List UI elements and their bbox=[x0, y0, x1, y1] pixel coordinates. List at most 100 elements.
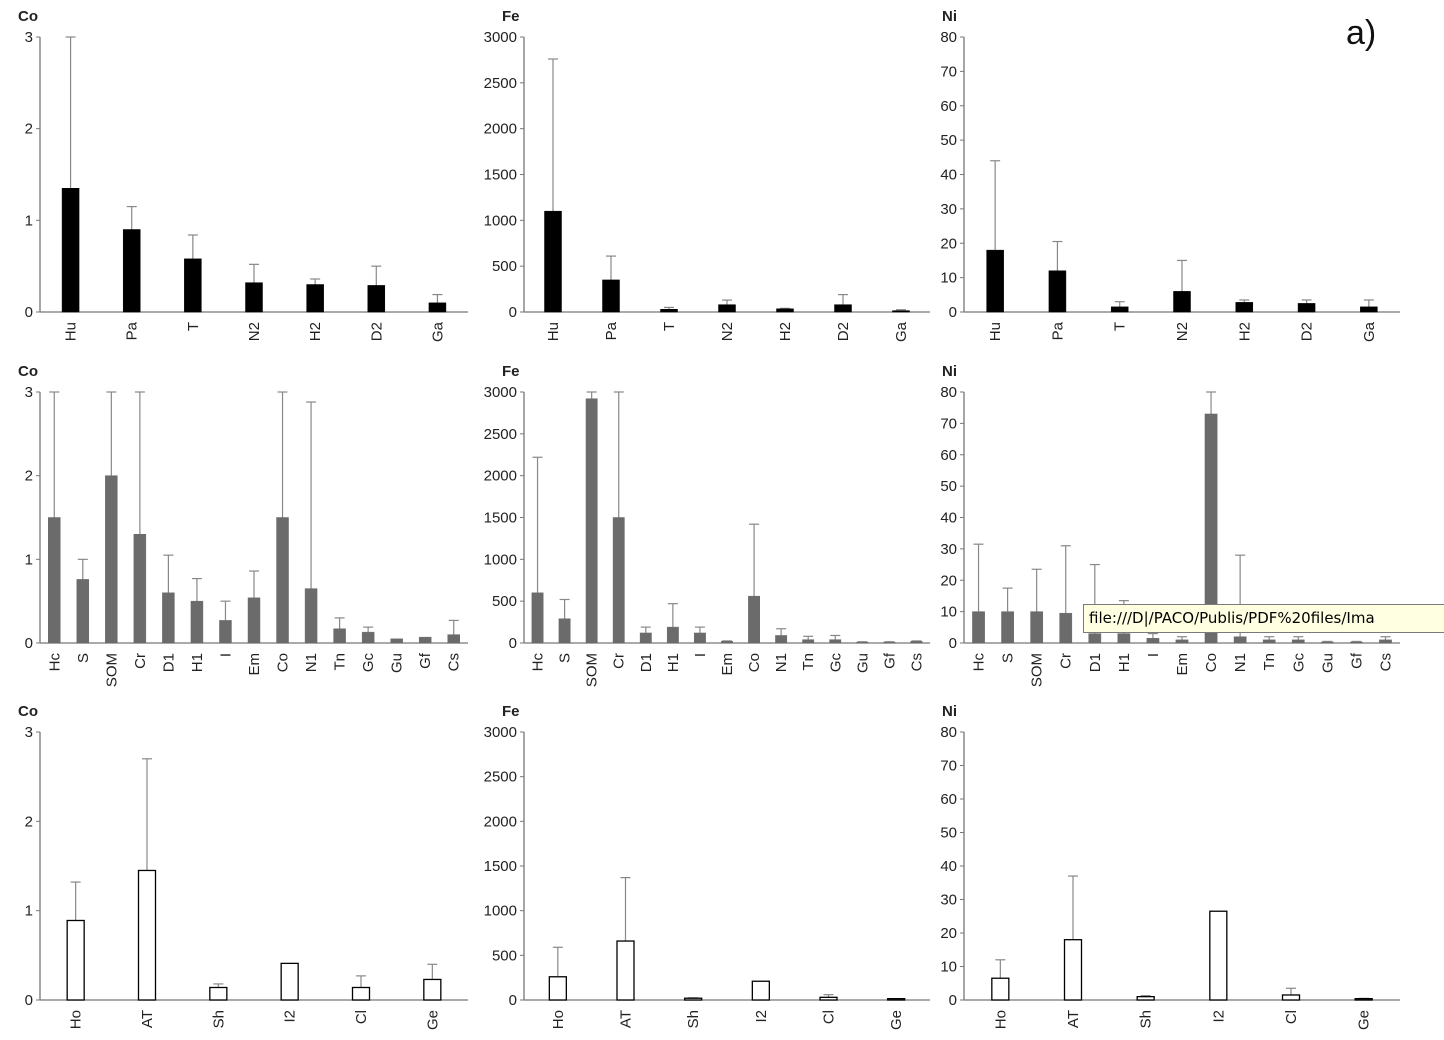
x-tick-label: N1 bbox=[303, 653, 320, 672]
panel-title: Ni bbox=[942, 703, 957, 720]
bar-gc bbox=[829, 639, 842, 644]
x-tick-label: Gf bbox=[417, 652, 434, 669]
chart-fe-row3: Fe 0 500 1000 1500 2000 2500 3000 Ho AT Sh I2 Cl Ge bbox=[484, 703, 930, 1030]
y-tick-label: 60 bbox=[940, 98, 957, 115]
y-tick-label: 3 bbox=[25, 384, 33, 401]
bar-gu bbox=[1320, 641, 1334, 644]
y-tick-label: 500 bbox=[492, 258, 517, 275]
bar-s bbox=[558, 618, 571, 644]
bar-s bbox=[1001, 611, 1014, 644]
x-tick-label: Tn bbox=[332, 653, 349, 671]
bar-s bbox=[76, 579, 90, 644]
y-tick-label: 1 bbox=[25, 212, 33, 229]
y-tick-label: 1500 bbox=[484, 510, 517, 527]
chart-fe-row2: Fe 0 500 1000 1500 2000 2500 3000 Hc S SOM Cr D1 H1 I E… bbox=[484, 363, 930, 687]
bar-sh bbox=[684, 997, 703, 1001]
y-tick-label: 0 bbox=[509, 304, 517, 321]
bar-ga bbox=[892, 310, 910, 313]
y-tick-label: 0 bbox=[509, 992, 517, 1009]
y-tick-label: 2500 bbox=[484, 75, 517, 92]
x-tick-label: Pa bbox=[124, 321, 141, 340]
bar-ho bbox=[548, 976, 567, 1001]
x-tick-label: SOM bbox=[103, 653, 120, 687]
x-tick-label: N2 bbox=[1174, 322, 1191, 341]
bar-gf bbox=[1350, 641, 1363, 644]
bar-i bbox=[219, 620, 232, 644]
x-tick-label: Em bbox=[246, 653, 263, 676]
x-tick-label: Ho bbox=[550, 1010, 567, 1029]
bar-n2 bbox=[718, 304, 736, 313]
bar-h2 bbox=[306, 284, 324, 313]
bar-co bbox=[1204, 413, 1218, 644]
x-tick-label: D2 bbox=[835, 322, 852, 341]
bar-ge bbox=[887, 998, 906, 1001]
y-tick-label: 2000 bbox=[484, 121, 517, 138]
x-tick-label: S bbox=[1000, 653, 1017, 663]
bar-cr bbox=[612, 517, 625, 644]
bar-h1 bbox=[190, 600, 204, 644]
bar-h1 bbox=[666, 626, 679, 644]
x-tick-label: Co bbox=[275, 653, 292, 672]
bar-h2 bbox=[776, 308, 794, 313]
y-tick-label: 40 bbox=[940, 510, 957, 527]
y-tick-label: 0 bbox=[25, 635, 33, 652]
y-tick-label: 80 bbox=[940, 29, 957, 46]
x-tick-label: Sh bbox=[1138, 1010, 1155, 1028]
y-tick-label: 80 bbox=[940, 724, 957, 741]
y-tick-label: 30 bbox=[940, 541, 957, 558]
y-tick-label: 1000 bbox=[484, 212, 517, 229]
x-tick-label: Ho bbox=[68, 1010, 85, 1029]
bar-ge bbox=[423, 978, 442, 1001]
bar-hu bbox=[986, 249, 1004, 313]
x-tick-label: Ge bbox=[888, 1010, 905, 1030]
x-tick-label: Em bbox=[719, 653, 736, 676]
bar-cl bbox=[1281, 994, 1301, 1001]
y-tick-label: 20 bbox=[940, 235, 957, 252]
bar-t bbox=[1110, 306, 1129, 313]
bar-som bbox=[585, 398, 598, 644]
bar-em bbox=[1175, 639, 1189, 644]
x-tick-label: H2 bbox=[777, 322, 794, 341]
y-tick-label: 3 bbox=[25, 29, 33, 46]
x-tick-label: Sh bbox=[210, 1010, 227, 1028]
y-tick-label: 60 bbox=[940, 791, 957, 808]
x-tick-label: S bbox=[557, 653, 574, 663]
x-tick-label: Ho bbox=[992, 1010, 1009, 1029]
y-tick-label: 70 bbox=[940, 758, 957, 775]
x-tick-label: N1 bbox=[1232, 653, 1249, 672]
x-tick-label: N2 bbox=[719, 322, 736, 341]
x-tick-label: D1 bbox=[1087, 653, 1104, 672]
bar-gu bbox=[856, 641, 869, 644]
y-tick-label: 40 bbox=[940, 167, 957, 184]
bar-pa bbox=[602, 279, 620, 313]
bar-pa bbox=[1048, 270, 1067, 313]
x-tick-label: Cs bbox=[1377, 653, 1394, 671]
x-tick-label: I2 bbox=[1210, 1010, 1227, 1023]
y-tick-label: 70 bbox=[940, 415, 957, 432]
y-tick-label: 2 bbox=[25, 468, 33, 485]
bar-em bbox=[721, 641, 733, 644]
bar-sh bbox=[1136, 996, 1155, 1001]
y-tick-label: 0 bbox=[949, 635, 957, 652]
y-tick-label: 10 bbox=[940, 270, 957, 287]
bar-h2 bbox=[1235, 302, 1254, 313]
bar-at bbox=[137, 869, 157, 1001]
y-tick-label: 2 bbox=[25, 813, 33, 830]
y-tick-label: 40 bbox=[940, 858, 957, 875]
x-tick-label: Cr bbox=[1058, 653, 1075, 669]
x-tick-label: Ga bbox=[1361, 321, 1378, 342]
x-tick-label: Gc bbox=[827, 653, 844, 673]
x-tick-label: Pa bbox=[1049, 321, 1066, 340]
bar-gf bbox=[883, 641, 896, 644]
bar-hc bbox=[48, 517, 61, 644]
x-tick-label: Cl bbox=[821, 1010, 838, 1024]
x-tick-label: I bbox=[1145, 653, 1162, 657]
bar-co bbox=[276, 517, 289, 644]
x-tick-label: Gu bbox=[854, 653, 871, 673]
x-tick-label: Co bbox=[1203, 653, 1220, 672]
bar-d2 bbox=[367, 285, 386, 313]
x-tick-label: I bbox=[692, 653, 709, 657]
x-tick-label: Gc bbox=[1290, 653, 1307, 673]
bar-hc bbox=[972, 611, 985, 644]
x-tick-label: Hu bbox=[545, 322, 562, 341]
